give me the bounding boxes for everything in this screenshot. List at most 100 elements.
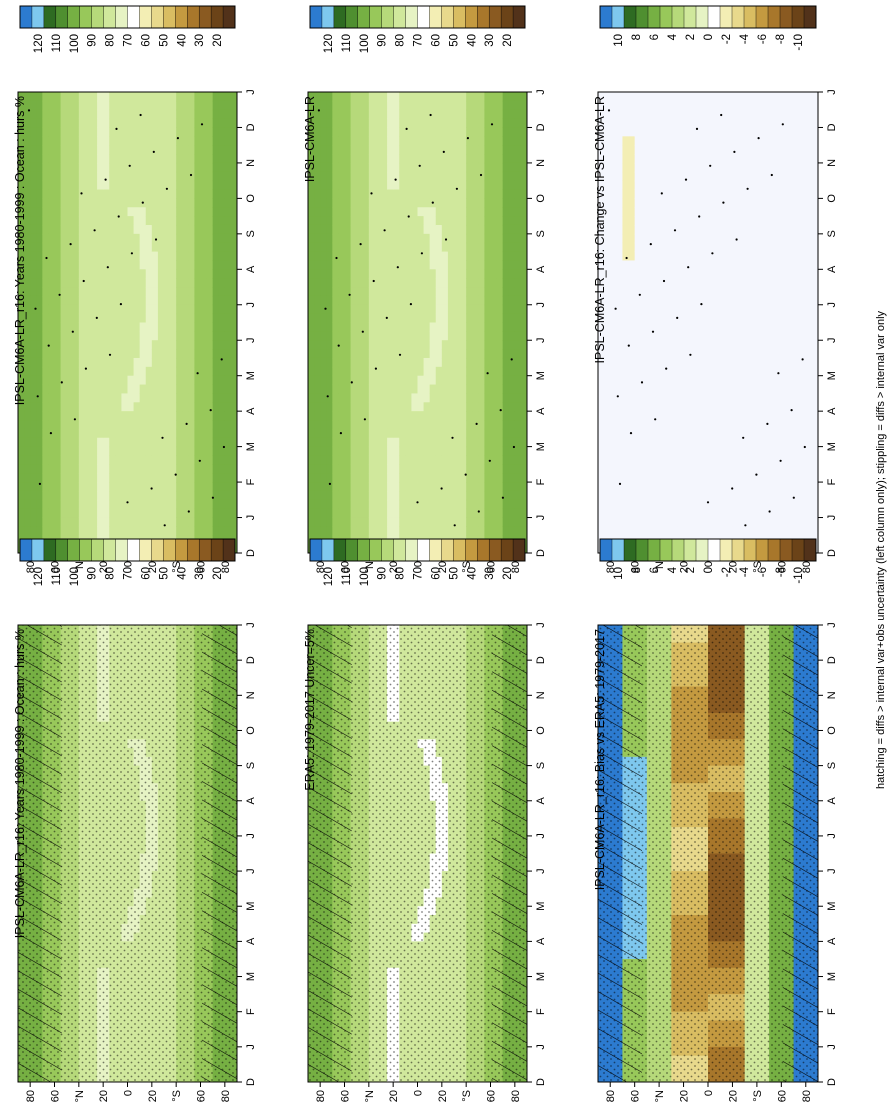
heatmap-cell — [194, 287, 201, 296]
heatmap-cell — [79, 314, 86, 323]
figure-footnote: hatching = diffs > internal var+obs unce… — [875, 310, 887, 789]
heatmap-cell — [55, 190, 62, 199]
month-tick-label: J — [245, 868, 257, 874]
heatmap-cell — [363, 473, 370, 482]
heatmap-cell — [381, 234, 388, 243]
heatmap-cell — [61, 473, 68, 482]
heatmap-cell — [332, 385, 339, 394]
heatmap-cell — [332, 198, 339, 207]
heatmap-cell — [97, 136, 104, 145]
heatmap-cell — [194, 314, 201, 323]
heatmap-cell — [164, 145, 171, 154]
heatmap-cell — [18, 438, 25, 447]
heatmap-cell — [42, 411, 49, 420]
heatmap-cell — [55, 163, 62, 172]
heatmap-cell — [24, 411, 31, 420]
heatmap-cell — [30, 92, 37, 101]
heatmap-cell — [85, 181, 92, 190]
heatmap-cell — [424, 376, 431, 385]
heatmap-cell — [85, 473, 92, 482]
heatmap-cell — [36, 526, 43, 535]
heatmap-cell — [345, 101, 352, 110]
heatmap-cell — [424, 323, 431, 332]
heatmap-cell — [375, 314, 382, 323]
heatmap-cell — [194, 340, 201, 349]
heatmap-cell — [375, 331, 382, 340]
heatmap-cell — [176, 278, 183, 287]
heatmap-cell — [411, 252, 418, 261]
heatmap-cell — [164, 269, 171, 278]
heatmap-cell — [320, 340, 327, 349]
heatmap-cell — [405, 287, 412, 296]
heatmap-cell — [97, 163, 104, 172]
colorbar-swatch — [92, 539, 104, 561]
heatmap-cell — [351, 296, 358, 305]
heatmap-cell — [67, 119, 74, 128]
heatmap-cell — [134, 518, 141, 527]
heatmap-cell — [176, 154, 183, 163]
heatmap-cell — [97, 145, 104, 154]
heatmap-cell — [55, 207, 62, 216]
heatmap-cell — [24, 438, 31, 447]
heatmap-cell — [61, 331, 68, 340]
heatmap-cell — [393, 314, 400, 323]
heatmap-cell — [207, 331, 214, 340]
colorbar-label: 20 — [212, 567, 224, 580]
heatmap-cell — [375, 393, 382, 402]
colorbar-swatch — [211, 6, 223, 28]
heatmap-cell — [115, 278, 122, 287]
heatmap-cell — [103, 136, 110, 145]
heatmap-cell — [109, 464, 116, 473]
heatmap-cell — [134, 482, 141, 491]
heatmap-cell — [109, 491, 116, 500]
heatmap-cell — [115, 518, 122, 527]
heatmap-cell — [164, 278, 171, 287]
heatmap-cell — [201, 376, 208, 385]
heatmap-cell — [67, 260, 74, 269]
heatmap-cell — [418, 358, 425, 367]
heatmap-cell — [418, 278, 425, 287]
heatmap-cell — [201, 331, 208, 340]
heatmap-cell — [332, 225, 339, 234]
heatmap-cell — [375, 526, 382, 535]
heatmap-cell — [188, 145, 195, 154]
heatmap-cell — [338, 110, 345, 119]
colorbar-label: 30 — [194, 567, 206, 580]
heatmap-cell — [48, 243, 55, 252]
heatmap-cell — [48, 367, 55, 376]
heatmap-cell — [338, 349, 345, 358]
heatmap-cell — [345, 500, 352, 509]
stipple-dot — [107, 266, 109, 268]
heatmap-cell — [418, 136, 425, 145]
heatmap-cell — [375, 340, 382, 349]
heatmap-cell — [146, 198, 153, 207]
heatmap-cell — [188, 234, 195, 243]
heatmap-cell — [115, 207, 122, 216]
heatmap-cell — [188, 136, 195, 145]
heatmap-cell — [79, 198, 86, 207]
heatmap-cell — [55, 340, 62, 349]
heatmap-cell — [418, 314, 425, 323]
heatmap-cell — [79, 385, 86, 394]
heatmap-cell — [213, 500, 220, 509]
heatmap-cell — [357, 358, 364, 367]
heatmap-cell — [146, 323, 153, 332]
heatmap-cell — [338, 500, 345, 509]
heatmap-cell — [393, 393, 400, 402]
heatmap-cell — [67, 110, 74, 119]
heatmap-cell — [182, 154, 189, 163]
heatmap-cell — [158, 509, 165, 518]
heatmap-cell — [128, 420, 135, 429]
heatmap-cell — [30, 376, 37, 385]
heatmap-cell — [308, 234, 315, 243]
heatmap-cell — [375, 136, 382, 145]
heatmap-cell — [121, 252, 128, 261]
heatmap-cell — [42, 491, 49, 500]
heatmap-cell — [103, 358, 110, 367]
heatmap-cell — [61, 526, 68, 535]
month-tick-label: M — [245, 371, 257, 380]
heatmap-cell — [194, 190, 201, 199]
heatmap-cell — [91, 296, 98, 305]
heatmap-cell — [375, 438, 382, 447]
heatmap-cell — [225, 305, 232, 314]
